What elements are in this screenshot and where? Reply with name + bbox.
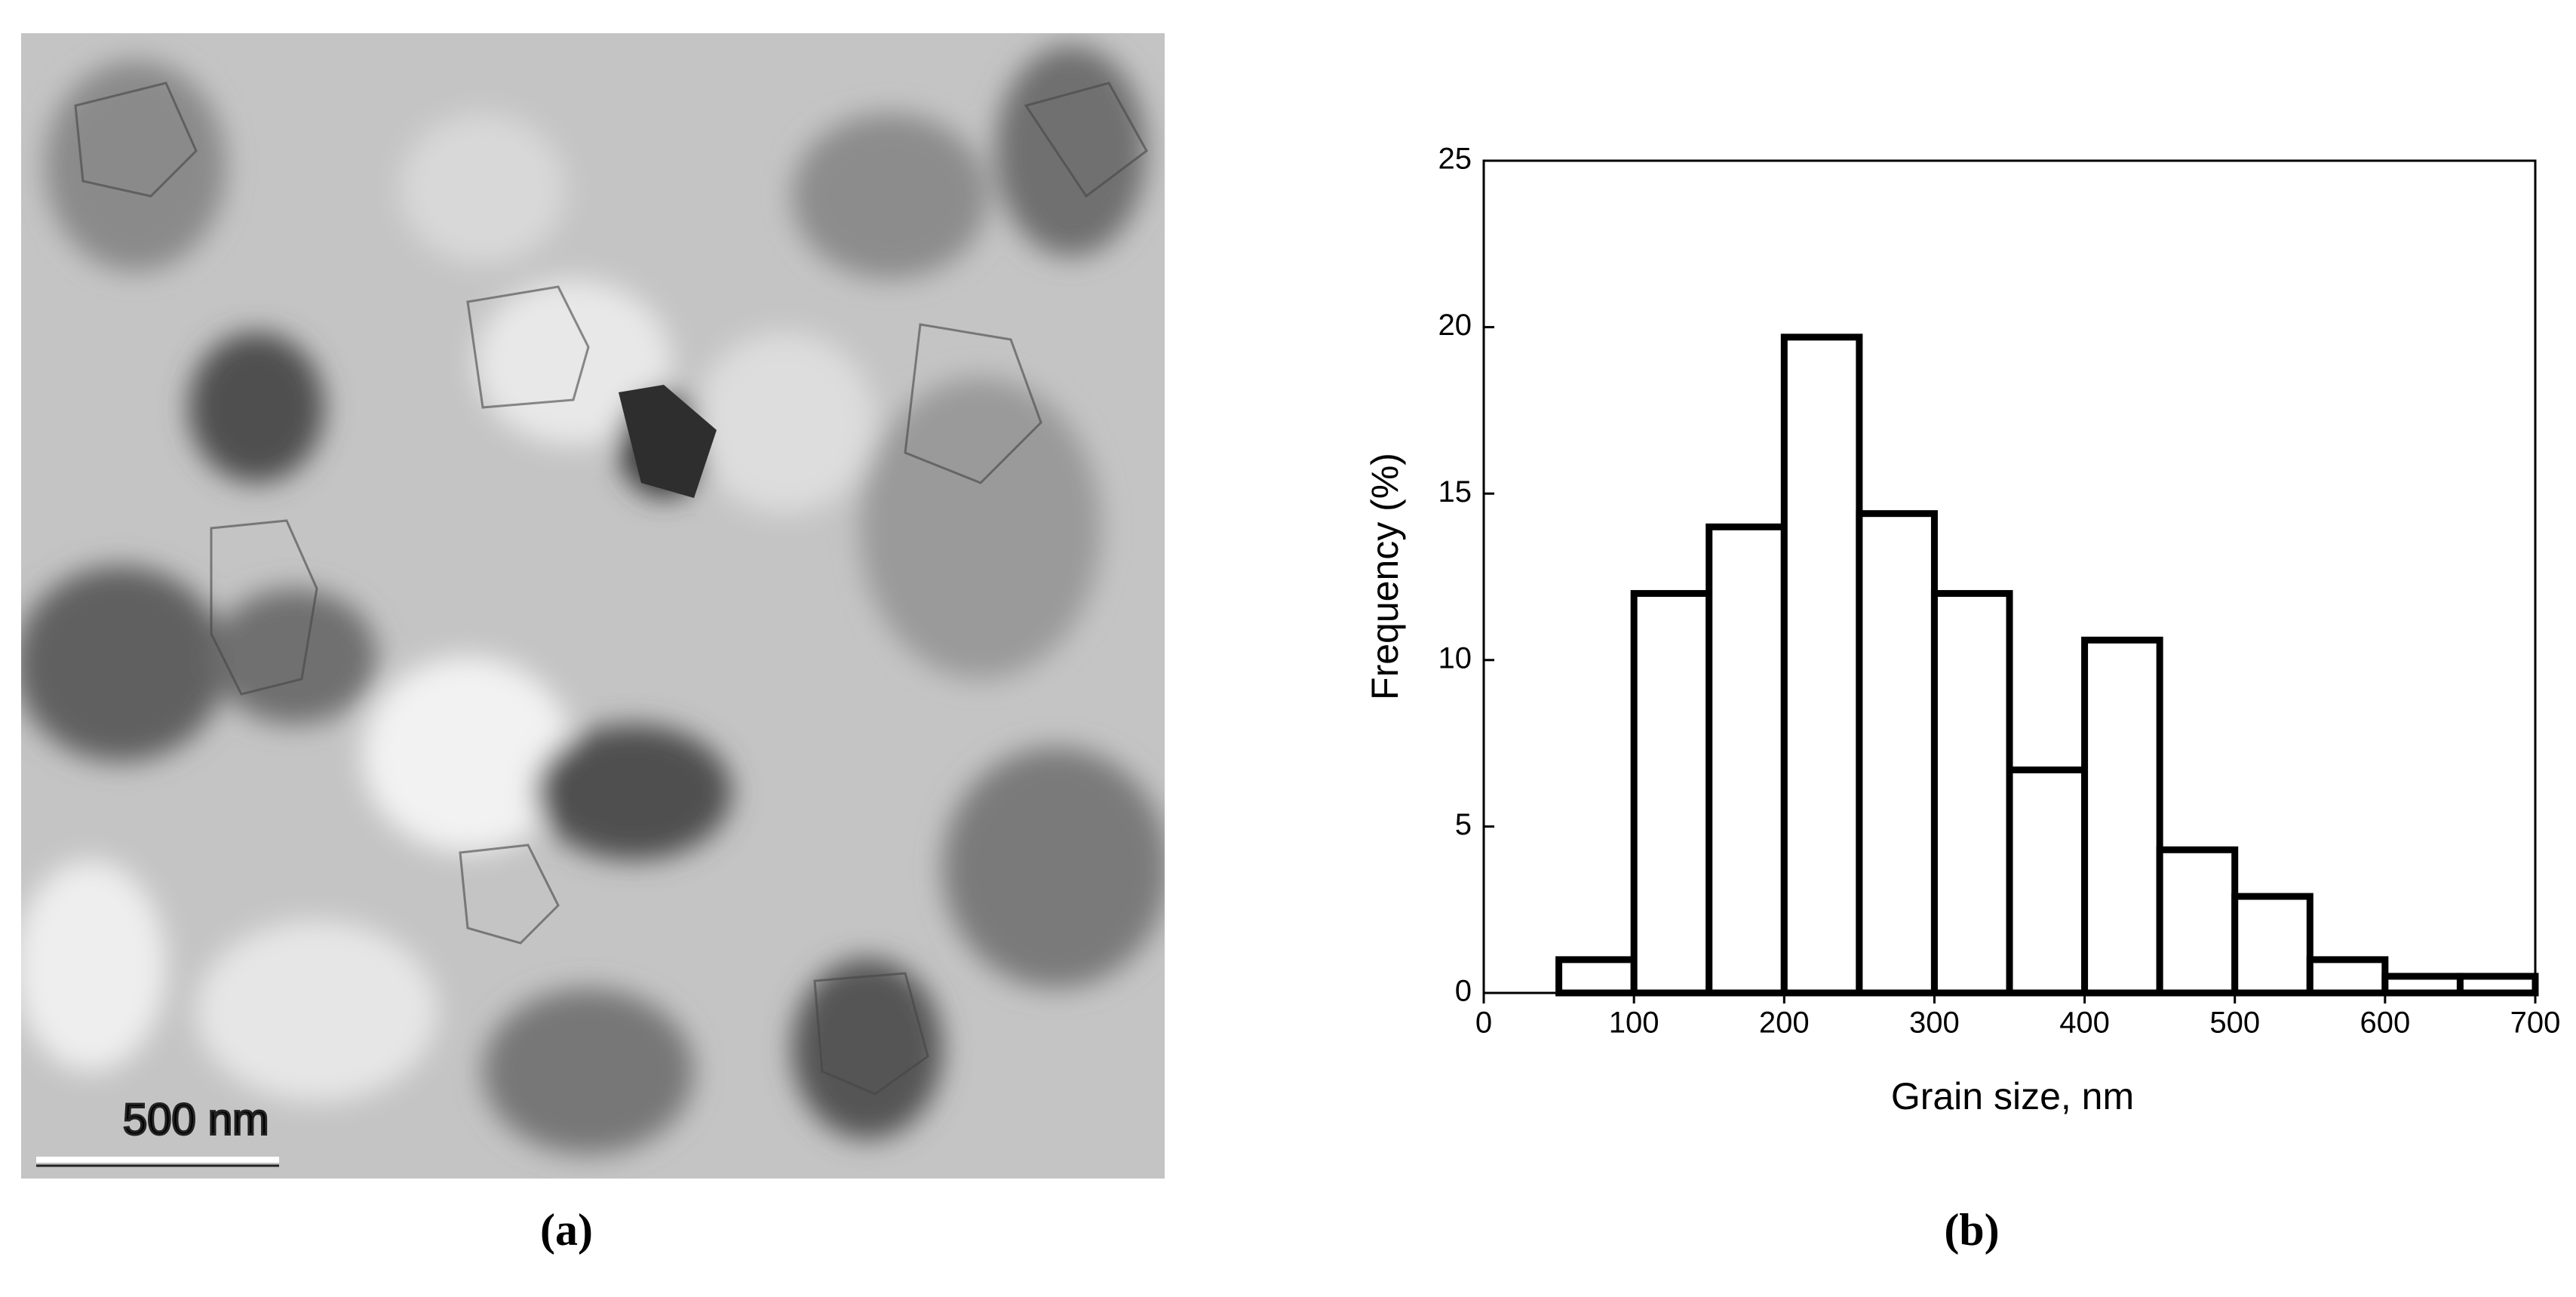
panel-label: (b) xyxy=(1944,1205,1999,1255)
histogram-bar xyxy=(1856,510,1938,997)
grain-boundaries xyxy=(74,81,1148,1096)
scale-bar-label: 500 nm xyxy=(123,1095,269,1144)
y-tick-label: 25 xyxy=(1438,143,1472,176)
histogram-bar xyxy=(2006,766,2089,997)
histogram-bar xyxy=(2081,636,2163,997)
x-tick-label: 300 xyxy=(1909,1007,1960,1040)
y-tick-label: 15 xyxy=(1438,475,1472,509)
x-tick-label: 700 xyxy=(2510,1007,2561,1040)
histogram-bar xyxy=(1930,590,2013,997)
histogram-bar xyxy=(2306,956,2389,997)
x-tick-label: 500 xyxy=(2209,1007,2260,1040)
histogram-bar xyxy=(1630,590,1713,997)
x-tick-label: 100 xyxy=(1609,1007,1660,1040)
y-tick-label: 5 xyxy=(1455,808,1472,841)
histogram-bar xyxy=(1555,956,1638,997)
panel-label: (a) xyxy=(540,1205,593,1255)
histogram-bar xyxy=(1780,333,1863,997)
y-tick-label: 0 xyxy=(1455,975,1472,1008)
x-tick-label: 200 xyxy=(1759,1007,1810,1040)
y-tick-label: 20 xyxy=(1438,309,1472,342)
plot-frame xyxy=(1482,159,2537,994)
dark-grain xyxy=(619,385,717,498)
grain-shading xyxy=(21,45,1165,1154)
histogram-bar xyxy=(1706,523,1788,997)
histogram-bar xyxy=(2456,973,2539,997)
x-tick-label: 600 xyxy=(2360,1007,2410,1040)
y-axis-title: Frequency (%) xyxy=(1364,453,1406,700)
micrograph: 500 nm xyxy=(21,33,1165,1179)
y-tick-label: 10 xyxy=(1438,641,1472,675)
x-tick-label: 400 xyxy=(2059,1007,2110,1040)
x-tick-label: 0 xyxy=(1475,1007,1492,1040)
x-axis-title: Grain size, nm xyxy=(1891,1075,2134,1117)
histogram-bar xyxy=(2381,973,2464,997)
histogram-bar xyxy=(2231,893,2313,997)
histogram-bar xyxy=(2156,846,2239,997)
